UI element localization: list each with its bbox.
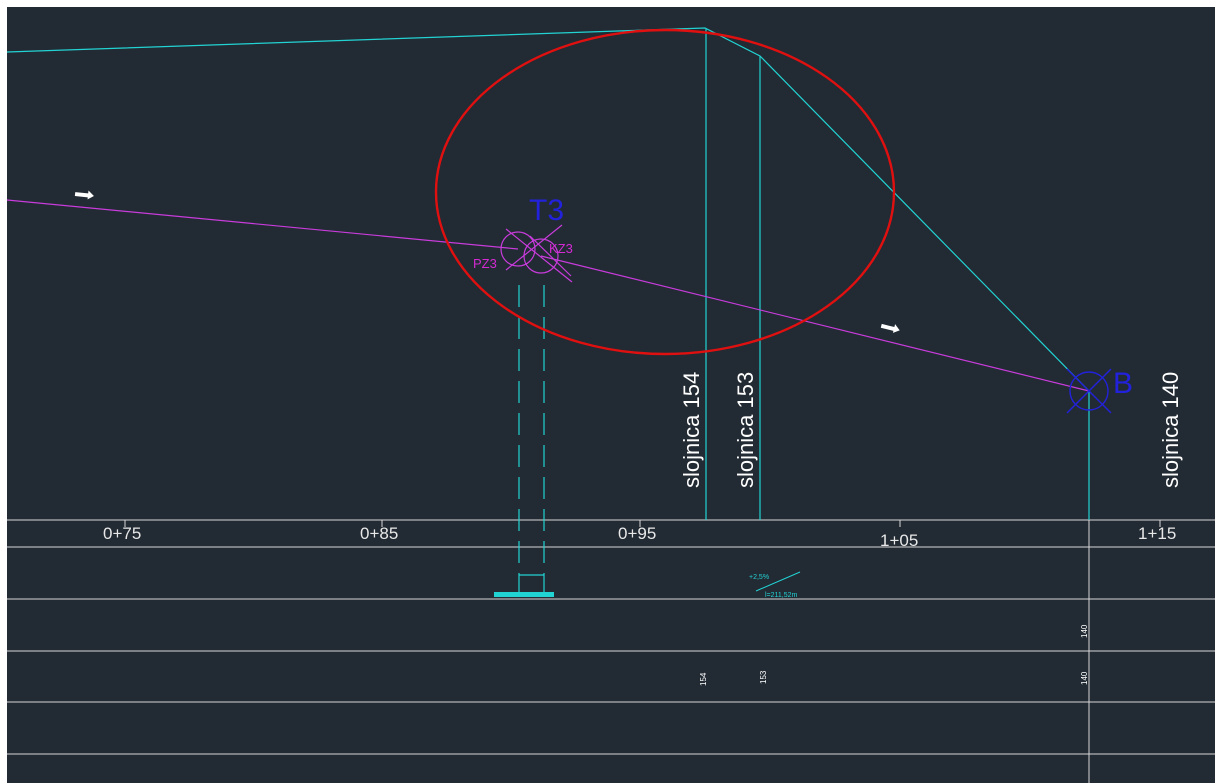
node-b[interactable]: B bbox=[1066, 367, 1133, 414]
slope-grade: +2,5% bbox=[749, 574, 769, 581]
contour-label-153: slojnica 153 bbox=[733, 372, 758, 488]
band-contour-label: 140 bbox=[1080, 671, 1089, 685]
node-symbol-icon bbox=[500, 224, 573, 283]
station-label: 0+85 bbox=[360, 524, 398, 543]
contour-label-140: slojnica 140 bbox=[1158, 372, 1183, 488]
pipe-line-upstream bbox=[6, 199, 519, 250]
station-label: 0+95 bbox=[618, 524, 656, 543]
contour-label-154: slojnica 154 bbox=[679, 372, 704, 488]
station-ticks bbox=[124, 520, 1161, 527]
model-space bbox=[7, 7, 1215, 783]
band-contour-label: 140 bbox=[1080, 624, 1089, 638]
station-label: 0+75 bbox=[103, 524, 141, 543]
slope-line bbox=[755, 571, 801, 592]
station-label: 1+15 bbox=[1138, 524, 1176, 543]
node-t3-label: T3 bbox=[529, 194, 564, 227]
flow-arrow-icon bbox=[74, 190, 94, 200]
band-contour-label: 154 bbox=[699, 672, 708, 686]
pipe-line-downstream bbox=[540, 255, 1090, 392]
node-pz3-label: PZ3 bbox=[473, 256, 497, 271]
node-symbol-icon bbox=[1066, 368, 1112, 414]
node-b-label: B bbox=[1113, 367, 1133, 400]
band-contour-label: 153 bbox=[759, 670, 768, 684]
terrain-line bbox=[6, 27, 1090, 392]
node-kz3-label: KZ3 bbox=[549, 241, 573, 256]
slope-length: l=211,52m bbox=[765, 592, 798, 599]
node-t3[interactable]: T3 PZ3 KZ3 bbox=[473, 194, 573, 597]
highlight-ellipse bbox=[434, 28, 896, 356]
station-label: 1+05 bbox=[880, 531, 918, 550]
shaft-base bbox=[494, 592, 554, 597]
flow-arrow-icon bbox=[880, 323, 900, 333]
slope-annotation: +2,5% l=211,52m bbox=[749, 571, 801, 599]
band-table bbox=[7, 519, 1215, 783]
